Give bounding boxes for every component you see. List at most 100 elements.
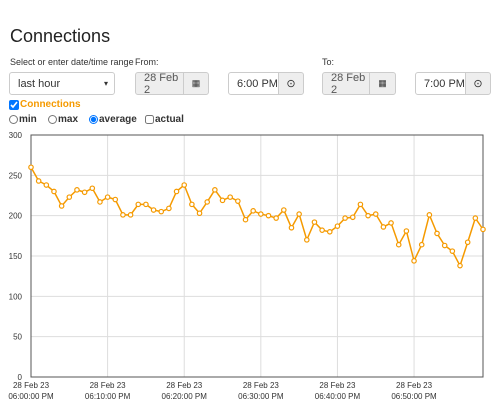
series-toggle[interactable]: Connections	[9, 99, 81, 110]
point	[441, 242, 448, 249]
point	[66, 194, 73, 200]
point	[418, 241, 425, 248]
point	[89, 185, 96, 192]
point	[112, 196, 119, 203]
point	[273, 215, 279, 221]
caret: ▾	[103, 79, 108, 88]
to-time-text: 7:00 PM	[424, 77, 465, 90]
point	[104, 194, 111, 200]
option[interactable]: max	[48, 114, 78, 125]
point	[311, 219, 318, 225]
point	[120, 212, 126, 218]
point	[135, 201, 142, 208]
point	[403, 228, 410, 234]
point	[204, 199, 211, 205]
y-tick-label: 150	[9, 252, 23, 261]
x-tick-label: 28 Feb 23	[166, 381, 203, 390]
option-label: average	[99, 114, 137, 125]
point	[281, 207, 287, 213]
y-tick-label: 300	[9, 131, 23, 140]
point	[342, 215, 348, 221]
option-input[interactable]	[89, 115, 98, 124]
from-label: From:	[135, 57, 159, 67]
point	[143, 201, 149, 208]
point	[411, 258, 417, 264]
point	[35, 178, 42, 184]
option[interactable]: actual	[145, 114, 184, 125]
point	[28, 164, 34, 171]
point	[97, 199, 103, 205]
point	[288, 224, 295, 231]
to-clock[interactable]: ⊙	[465, 72, 491, 95]
x-tick-label: 28 Feb 23	[396, 381, 433, 390]
x-tick-label: 28 Feb 23	[13, 381, 50, 390]
x-tick-label: 06:50:00 PM	[391, 392, 437, 401]
point	[166, 205, 172, 212]
point	[372, 211, 379, 217]
option-input[interactable]	[48, 115, 57, 124]
title: Connections	[10, 26, 111, 46]
point	[395, 241, 402, 248]
range-select[interactable]: last hour ▾	[9, 72, 115, 95]
option-input[interactable]	[145, 115, 154, 124]
x-tick-label: 28 Feb 23	[90, 381, 127, 390]
point	[265, 212, 272, 219]
point	[449, 248, 456, 254]
point	[326, 229, 333, 235]
point	[189, 201, 195, 208]
from-time[interactable]: 6:00 PM	[228, 72, 279, 95]
point	[296, 211, 302, 217]
to-label: To:	[322, 57, 335, 67]
point	[43, 182, 50, 188]
to-calendar[interactable]: ▦	[369, 72, 396, 95]
point	[357, 201, 364, 208]
point	[426, 212, 433, 218]
series-checkbox[interactable]	[9, 99, 19, 110]
point	[58, 203, 65, 209]
from-date-text: 28 Feb 2	[144, 72, 179, 95]
series-toggle-text: Connections	[20, 99, 81, 110]
x-tick-label: 28 Feb 23	[319, 381, 356, 390]
point	[158, 208, 165, 215]
y-tick-label: 100	[9, 292, 23, 301]
to-date-text: 28 Feb 2	[331, 72, 366, 95]
option-label: max	[58, 114, 79, 125]
range-label: Select or enter date/time range	[10, 57, 134, 67]
from-calendar[interactable]: ▦	[183, 72, 209, 95]
point	[51, 188, 57, 195]
line	[30, 166, 484, 268]
from-time-text: 6:00 PM	[237, 77, 278, 90]
point	[349, 214, 356, 221]
point	[127, 212, 134, 218]
from-clock[interactable]: ⊙	[278, 72, 304, 95]
point	[319, 227, 325, 233]
point	[81, 189, 88, 196]
option[interactable]: min	[9, 114, 37, 125]
y-tick-label: 50	[13, 333, 22, 342]
point	[258, 211, 264, 217]
y-tick-label: 0	[18, 373, 23, 382]
point	[334, 223, 341, 229]
point	[434, 230, 440, 237]
to-time[interactable]: 7:00 PM	[415, 72, 466, 95]
option-label: actual	[155, 114, 184, 125]
option-label: min	[19, 114, 37, 125]
point	[457, 262, 463, 269]
point	[388, 220, 394, 226]
point	[227, 194, 233, 200]
range-value: last hour	[18, 77, 61, 90]
point	[472, 215, 479, 221]
point	[365, 212, 371, 219]
option-input[interactable]	[9, 115, 18, 124]
plot-frame	[30, 134, 484, 378]
point	[464, 239, 471, 246]
x-tick-label: 06:30:00 PM	[238, 392, 284, 401]
x-tick-label: 06:20:00 PM	[162, 392, 208, 401]
point	[242, 216, 249, 223]
option[interactable]: average	[89, 114, 137, 125]
point	[212, 187, 218, 193]
point	[235, 198, 241, 204]
y-tick-label: 250	[9, 171, 23, 180]
